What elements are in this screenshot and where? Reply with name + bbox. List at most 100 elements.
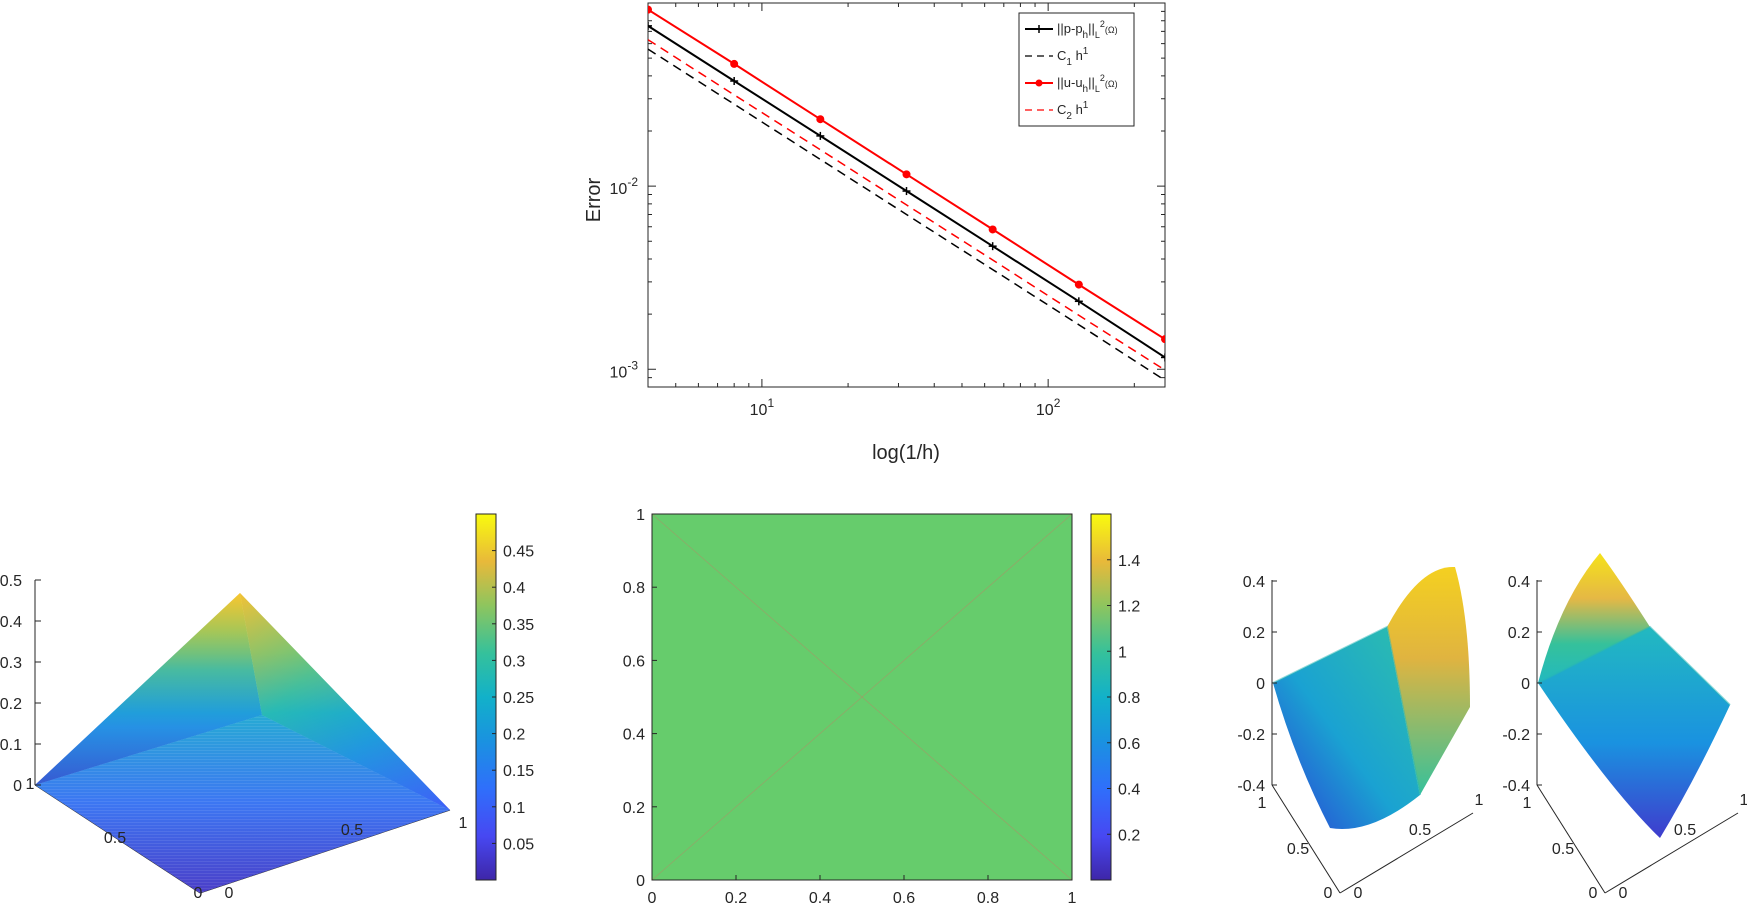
z-tick-label: 0.4 [0,614,22,631]
diagonal-edge [651,513,1073,881]
y-tick-label: 1 [1258,795,1267,812]
data-point [902,170,911,179]
x-tick-label: 0.8 [977,890,999,905]
legend: ||p-ph||L2(Ω) C1 h1 ||u-uh||L2(Ω) C2 h1 [1018,12,1135,127]
colorbar-label: 0.6 [1118,736,1140,753]
colorbar-label: 0.15 [503,763,534,780]
y-tick-label: 0.4 [623,727,645,744]
y-tick-label: 0.6 [623,653,645,670]
x-tick-label: 0 [225,885,234,902]
x-tick-label: 0.5 [341,822,363,839]
legend-marker [1035,79,1043,87]
colorbar-label: 0.2 [503,727,525,744]
heatmap-frame [651,513,1073,881]
y-tick-label: 0.5 [1552,841,1574,858]
z-tick-label: 0 [13,778,22,795]
x-axis-label: log(1/h) [872,442,940,464]
z-tick-label: 0.5 [0,573,22,590]
y-tick-label: 0 [194,885,203,902]
series-line-2 [648,48,1165,381]
colorbar-label: 0.1 [503,800,525,817]
data-point [648,21,652,30]
z-tick-label: 0.1 [0,737,22,754]
colorbar-label: 1 [1118,644,1127,661]
colorbar-label: 0.8 [1118,690,1140,707]
x-tick-label: 0 [648,890,657,905]
y-tick-label: 0.8 [623,580,645,597]
y-tick-label: 10-2 [610,175,639,198]
data-point [1161,353,1165,362]
z-tick-label: 0.4 [1243,574,1265,591]
convergence-plot: 101 102 10-3 10-2 log(1/h) Error ||p-ph||L2… [583,2,1166,464]
series-line-4 [648,39,1165,371]
x-axis [1339,812,1474,894]
legend-label: ||u-uh||L2(Ω) [1057,73,1118,95]
x-tick-label: 0.2 [725,890,747,905]
velocity-surface-plot-1: -0.4 -0.2 0 0.2 0.4 0 0.5 1 0 0.5 1 [1237,566,1484,902]
z-tick-label: -0.4 [1502,778,1530,795]
y-axis-label: Error [583,177,605,222]
y-tick-label: 0 [1589,885,1598,902]
colorbar-label: 0.45 [503,544,534,561]
data-point [816,131,825,140]
y-tick-label: 0 [636,873,645,890]
velocity-surface-plot-2: -0.4 -0.2 0 0.2 0.4 0 0.5 1 0 0.5 1 [1502,553,1747,902]
data-point [988,225,997,234]
z-tick-label: -0.2 [1502,727,1530,744]
data-point [816,115,825,124]
data-point [730,59,739,68]
surface-mesh [35,715,450,893]
colorbar-label: 0.2 [1118,827,1140,844]
z-tick-label: -0.4 [1237,778,1265,795]
colorbar-label: 0.05 [503,836,534,853]
y-axis [1271,784,1341,894]
colorbar-label: 0.35 [503,617,534,634]
surface-upper [1387,566,1470,795]
colorbar-label: 0.3 [503,653,525,670]
data-point [730,77,739,86]
heatmap-plot: 0 0.2 0.4 0.6 0.8 1 0 0.2 0.4 0.6 0.8 1 0.2 0.4 0.6 0.… [623,507,1141,905]
colorbar-label: 0.4 [503,580,525,597]
surface-ridge [1537,625,1731,706]
z-tick-label: 0 [1256,676,1265,693]
colorbar-label: 0.4 [1118,782,1140,799]
x-axis [1604,812,1739,894]
z-tick-label: 0.2 [1508,625,1530,642]
x-tick-label: 101 [750,396,775,419]
y-tick-label: 0.2 [623,800,645,817]
legend-label: C2 h1 [1057,100,1089,122]
z-tick-label: 0.2 [0,696,22,713]
y-tick-label: 0.5 [1287,841,1309,858]
z-tick-label: 0.3 [0,655,22,672]
surface-ridge [1272,625,1421,796]
x-tick-label: 0.5 [1674,822,1696,839]
x-tick-label: 1 [459,815,468,832]
heatmap-field [652,514,1072,880]
z-tick-label: 0.2 [1243,625,1265,642]
surface-lower [1273,627,1420,830]
colorbar-label: 1.2 [1118,599,1140,616]
x-tick-label: 102 [1036,396,1061,419]
x-tick-label: 1 [1740,792,1747,809]
x-tick-label: 1 [1475,792,1484,809]
data-point [988,242,997,251]
y-tick-label: 0.5 [104,830,126,847]
z-tick-label: 0 [1521,676,1530,693]
data-point [648,5,652,14]
colorbar-label: 0.25 [503,690,534,707]
x-tick-label: 0 [1354,885,1363,902]
y-tick-label: 1 [26,776,35,793]
data-point [1074,280,1083,289]
legend-label: ||p-ph||L2(Ω) [1057,19,1118,41]
surface-lower [1538,627,1730,838]
x-tick-label: 0.4 [809,890,831,905]
colorbar-label: 1.4 [1118,553,1140,570]
diagonal-edge [651,513,1073,881]
y-tick-label: 1 [1523,795,1532,812]
data-point [902,187,911,196]
legend-box [1018,12,1135,127]
z-tick-label: 0.4 [1508,574,1530,591]
data-point [1161,335,1165,344]
